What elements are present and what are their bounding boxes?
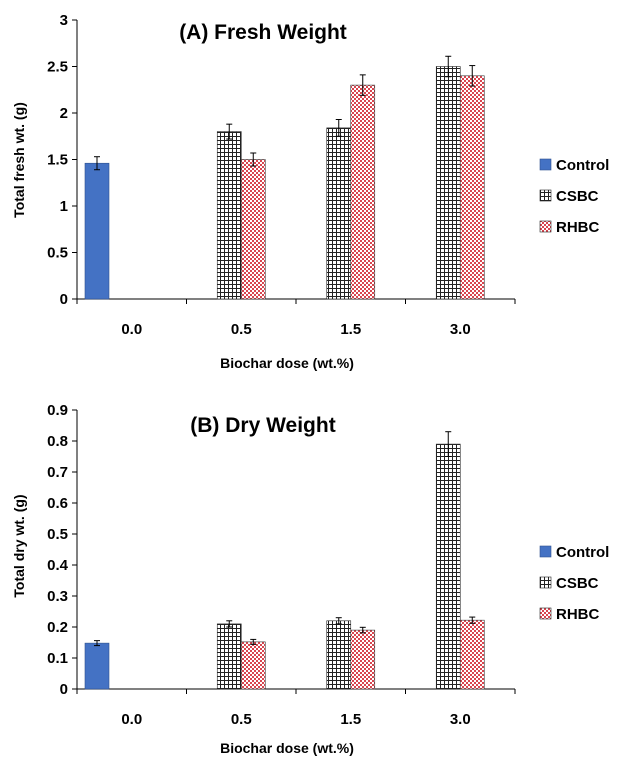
legend-a-control-swatch <box>539 158 552 171</box>
legend-b-csbc-label: CSBC <box>556 575 599 592</box>
chart-b-plot: 0 0.1 0.2 0.3 0.4 0.5 0.6 0.7 0.8 0.9 0.0 0.5 1.5 3.0 <box>47 402 516 728</box>
chart-b-ylabel: Total dry wt. (g) <box>11 494 27 597</box>
y-tick-label: 0.5 <box>47 526 68 543</box>
y-tick-label: 2.5 <box>47 59 68 76</box>
y-tick-label: 0.6 <box>47 495 68 512</box>
y-tick-label: 0.1 <box>47 650 68 667</box>
chart-b-xlabel: Biochar dose (wt.%) <box>220 740 354 756</box>
x-tick-label: 1.5 <box>340 321 361 338</box>
y-tick-label: 0 <box>60 291 68 308</box>
chart-a-legend: Control CSBC RHBC <box>539 157 609 236</box>
y-tick-label: 0.4 <box>47 557 69 574</box>
bar-rhbc-1.5 <box>350 629 376 690</box>
chart-a-plot: 0 0.5 1 1.5 2 2.5 3 0.0 0.5 1.5 3.0 <box>47 12 516 338</box>
chart-a-ylabel: Total fresh wt. (g) <box>11 102 27 218</box>
chart-b-title: (B) Dry Weight <box>190 414 335 437</box>
legend-a-csbc: CSBC <box>539 188 599 205</box>
x-tick-label: 3.0 <box>450 321 471 338</box>
legend-a-rhbc: RHBC <box>539 219 599 236</box>
legend-a-csbc-label: CSBC <box>556 188 599 205</box>
bar-csbc-3.0 <box>435 66 461 300</box>
chart-a-title: (A) Fresh Weight <box>179 21 347 44</box>
legend-b-rhbc: RHBC <box>539 606 599 623</box>
y-tick-label: 0.3 <box>47 588 68 605</box>
x-tick-label: 1.5 <box>340 711 361 728</box>
chart-b-legend: Control CSBC RHBC <box>539 544 609 623</box>
legend-a-rhbc-label: RHBC <box>556 219 599 236</box>
legend-a-control-label: Control <box>556 157 609 174</box>
bar-rhbc-3.0 <box>459 75 485 300</box>
x-tick-label: 0.5 <box>231 321 252 338</box>
bar-rhbc-1.5 <box>350 84 376 300</box>
y-tick-label: 1.5 <box>47 152 68 169</box>
legend-b-control-swatch <box>539 545 552 558</box>
bar-csbc-1.5 <box>326 127 352 300</box>
x-tick-label: 0.0 <box>121 321 142 338</box>
y-tick-label: 3 <box>60 12 68 29</box>
legend-b-control: Control <box>539 544 609 561</box>
bar-control-0.0 <box>84 642 110 690</box>
legend-b-rhbc-label: RHBC <box>556 606 599 623</box>
y-tick-label: 0.5 <box>47 245 68 262</box>
chart-a-xlabel: Biochar dose (wt.%) <box>220 355 354 371</box>
chart-fresh-weight: (A) Fresh Weight Total fresh wt. (g) Bio… <box>11 12 609 371</box>
x-tick-label: 0.0 <box>121 711 142 728</box>
bar-rhbc-3.0 <box>459 619 485 690</box>
legend-b-csbc: CSBC <box>539 575 599 592</box>
legend-a-control: Control <box>539 157 609 174</box>
y-tick-label: 0.8 <box>47 433 68 450</box>
y-tick-label: 0.9 <box>47 402 68 419</box>
bar-control-0.0 <box>84 162 110 300</box>
legend-b-csbc-swatch <box>539 576 552 589</box>
bar-csbc-0.5 <box>216 131 242 300</box>
legend-b-control-label: Control <box>556 544 609 561</box>
bar-csbc-0.5 <box>216 623 242 690</box>
bar-rhbc-0.5 <box>240 159 266 300</box>
bar-csbc-3.0 <box>435 443 461 690</box>
legend-a-csbc-swatch <box>539 189 552 202</box>
chart-dry-weight: (B) Dry Weight Total dry wt. (g) Biochar… <box>11 402 609 756</box>
bar-rhbc-0.5 <box>240 641 266 690</box>
x-tick-label: 0.5 <box>231 711 252 728</box>
y-tick-label: 2 <box>60 105 68 122</box>
legend-b-rhbc-swatch <box>539 607 552 620</box>
bar-csbc-1.5 <box>326 620 352 690</box>
y-tick-label: 0.2 <box>47 619 68 636</box>
y-tick-label: 1 <box>60 198 68 215</box>
y-tick-label: 0 <box>60 681 68 698</box>
legend-a-rhbc-swatch <box>539 220 552 233</box>
x-tick-label: 3.0 <box>450 711 471 728</box>
y-tick-label: 0.7 <box>47 464 68 481</box>
